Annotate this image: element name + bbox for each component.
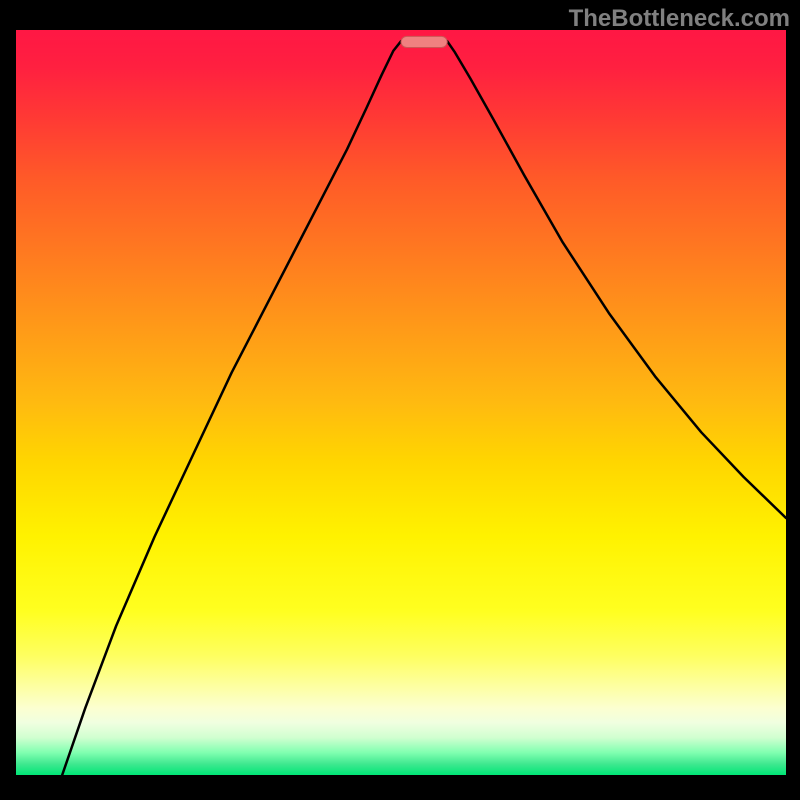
optimal-marker xyxy=(401,36,447,47)
watermark-text: TheBottleneck.com xyxy=(569,5,790,33)
chart-container: TheBottleneck.com xyxy=(0,0,800,800)
plot-area xyxy=(16,30,786,775)
bottleneck-chart xyxy=(16,30,786,775)
gradient-background xyxy=(16,30,786,775)
